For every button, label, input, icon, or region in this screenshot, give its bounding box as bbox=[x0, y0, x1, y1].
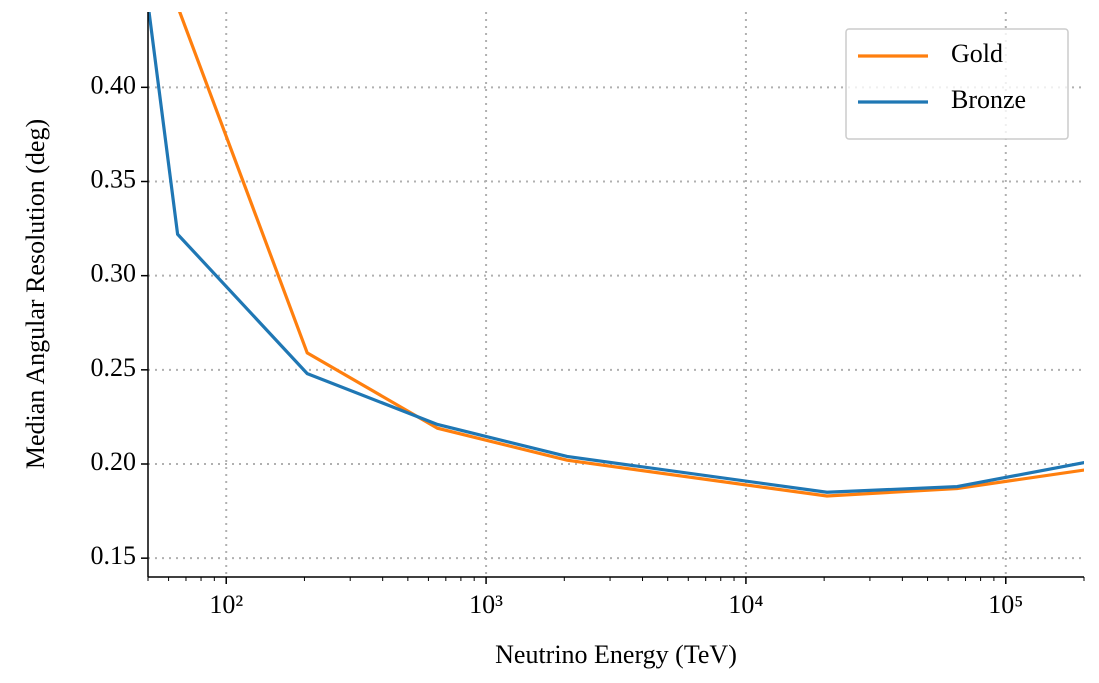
x-tick-label: 10⁴ bbox=[728, 590, 763, 619]
y-tick-label: 0.35 bbox=[91, 164, 137, 193]
y-tick-label: 0.20 bbox=[91, 447, 137, 476]
legend-label: Bronze bbox=[951, 85, 1026, 114]
y-axis-label: Median Angular Resolution (deg) bbox=[21, 119, 50, 469]
legend-label: Gold bbox=[951, 39, 1003, 68]
y-tick-label: 0.25 bbox=[91, 353, 137, 382]
plot-lines bbox=[148, 12, 1084, 498]
data-line bbox=[148, 12, 1084, 494]
data-line bbox=[178, 12, 1084, 498]
y-tick-label: 0.15 bbox=[91, 541, 137, 570]
x-tick-label: 10⁵ bbox=[988, 590, 1023, 619]
y-tick-label: 0.30 bbox=[91, 259, 137, 288]
x-tick-label: 10³ bbox=[469, 590, 503, 619]
x-axis-label: Neutrino Energy (TeV) bbox=[495, 640, 737, 669]
x-tick-label: 10² bbox=[209, 590, 243, 619]
y-tick-label: 0.40 bbox=[91, 70, 137, 99]
